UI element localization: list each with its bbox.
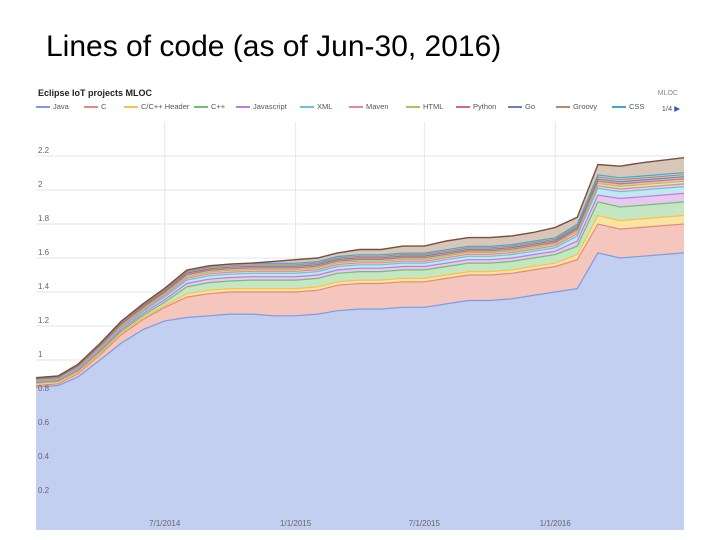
y-tick-label: 0.2 bbox=[38, 486, 50, 495]
y-tick-label: 2.2 bbox=[38, 146, 50, 155]
legend-label: Groovy bbox=[573, 102, 598, 111]
legend-swatch bbox=[556, 105, 570, 108]
legend-label: Maven bbox=[366, 102, 389, 111]
series-line-c bbox=[35, 223, 685, 387]
slide-title: Lines of code (as of Jun-30, 2016) bbox=[46, 30, 502, 63]
legend-label: Go bbox=[525, 102, 536, 111]
series-line-html bbox=[35, 180, 685, 381]
x-tick-label: 1/1/2015 bbox=[280, 519, 312, 528]
series-area-c bbox=[36, 224, 684, 388]
legend-swatch bbox=[300, 105, 314, 108]
legend-swatch bbox=[456, 105, 470, 108]
legend-item-groovy[interactable]: Groovy bbox=[556, 102, 597, 111]
series-line-maven bbox=[35, 183, 685, 382]
legend-swatch bbox=[236, 105, 250, 108]
series-line-c-c-header bbox=[35, 214, 685, 385]
y-tick-label: 1 bbox=[38, 350, 43, 359]
legend-label: HTML bbox=[423, 102, 444, 111]
stacked-area-chart: 0.2 0.4 0.6 0.8 1 1.2 1.4 1.6 1.8 2 2.2 7/1/2014 1/1… bbox=[35, 122, 685, 530]
legend-item-css[interactable]: CSS bbox=[612, 102, 644, 111]
legend-item-c-[interactable]: C++ bbox=[194, 102, 225, 111]
legend-label: Python bbox=[473, 102, 497, 111]
legend-pager[interactable]: 1/4 ▶ bbox=[662, 104, 680, 113]
series-line-python bbox=[35, 178, 685, 380]
y-tick-label: 1.6 bbox=[38, 248, 50, 257]
y-tick-label: 0.4 bbox=[38, 452, 50, 461]
legend-label: C++ bbox=[211, 102, 226, 111]
series-line-javascript bbox=[35, 192, 685, 383]
y-tick-label: 0.6 bbox=[38, 418, 50, 427]
series-line-total bbox=[35, 157, 685, 379]
series-line-c- bbox=[35, 201, 685, 384]
chart-panel: 0.2 0.4 0.6 0.8 1 1.2 1.4 1.6 1.8 2 2.2 7/1/2014 1/1… bbox=[30, 80, 690, 532]
legend-item-java[interactable]: Java bbox=[36, 102, 69, 111]
legend-label: CSS bbox=[629, 102, 645, 111]
y-tick-label: 1.8 bbox=[38, 214, 50, 223]
legend-swatch bbox=[612, 105, 626, 108]
series-line-go bbox=[35, 176, 685, 380]
legend-swatch bbox=[349, 105, 363, 108]
legend-item-javascript[interactable]: Javascript bbox=[236, 102, 287, 111]
legend-label: XML bbox=[317, 102, 333, 111]
legend-item-c-c-header[interactable]: C/C++ Header bbox=[124, 102, 189, 111]
legend-extra-label: MLOC bbox=[657, 90, 678, 97]
legend-item-html[interactable]: HTML bbox=[406, 102, 443, 111]
legend-item-python[interactable]: Python bbox=[456, 102, 496, 111]
legend-swatch bbox=[124, 105, 138, 108]
y-tick-label: 0.8 bbox=[38, 384, 50, 393]
series-line-java bbox=[35, 252, 685, 388]
legend-page-label: 1/4 bbox=[661, 104, 673, 113]
legend-item-go[interactable]: Go bbox=[508, 102, 535, 111]
x-tick-label: 1/1/2016 bbox=[540, 519, 572, 528]
legend-label: Javascript bbox=[253, 102, 287, 111]
legend-swatch bbox=[36, 105, 50, 108]
series-line-groovy bbox=[35, 174, 685, 379]
legend-label: C bbox=[101, 102, 107, 111]
legend-swatch bbox=[406, 105, 420, 108]
series-line-xml bbox=[35, 186, 685, 382]
legend-swatch bbox=[194, 105, 208, 108]
legend-swatch bbox=[84, 105, 98, 108]
legend-item-maven[interactable]: Maven bbox=[349, 102, 389, 111]
y-tick-label: 1.2 bbox=[38, 316, 50, 325]
x-tick-label: 7/1/2015 bbox=[409, 519, 441, 528]
y-tick-label: 2 bbox=[38, 180, 43, 189]
legend-item-xml[interactable]: XML bbox=[300, 102, 332, 111]
y-tick-label: 1.4 bbox=[38, 282, 50, 291]
legend-label: Java bbox=[53, 102, 69, 111]
legend-next-icon[interactable]: ▶ bbox=[674, 104, 680, 113]
x-tick-label: 7/1/2014 bbox=[149, 519, 181, 528]
legend-swatch bbox=[508, 105, 522, 108]
chart-title: Eclipse IoT projects MLOC bbox=[38, 88, 153, 98]
legend-label: C/C++ Header bbox=[141, 102, 190, 111]
legend-item-c[interactable]: C bbox=[84, 102, 106, 111]
chart-legend: Java C C/C++ Header C++ Javascript XML Maven HT… bbox=[36, 102, 684, 114]
series-area-java bbox=[36, 252, 684, 530]
